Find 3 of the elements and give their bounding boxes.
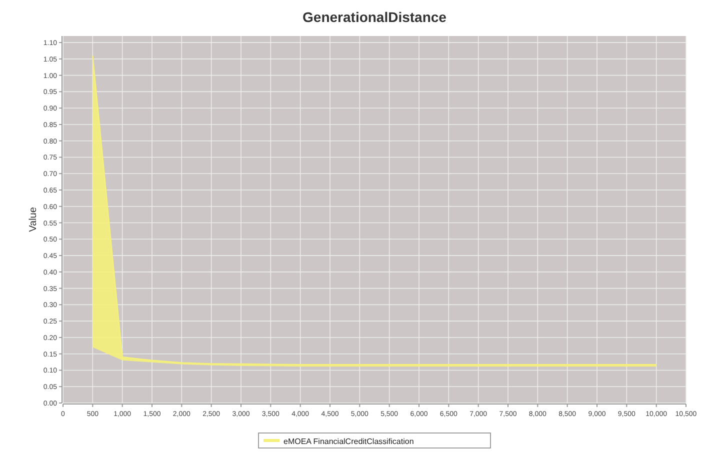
legend-label: eMOEA FinancialCreditClassification [284, 437, 414, 446]
y-axis-title: Value [28, 206, 39, 232]
chart-title: GenerationalDistance [302, 9, 447, 25]
